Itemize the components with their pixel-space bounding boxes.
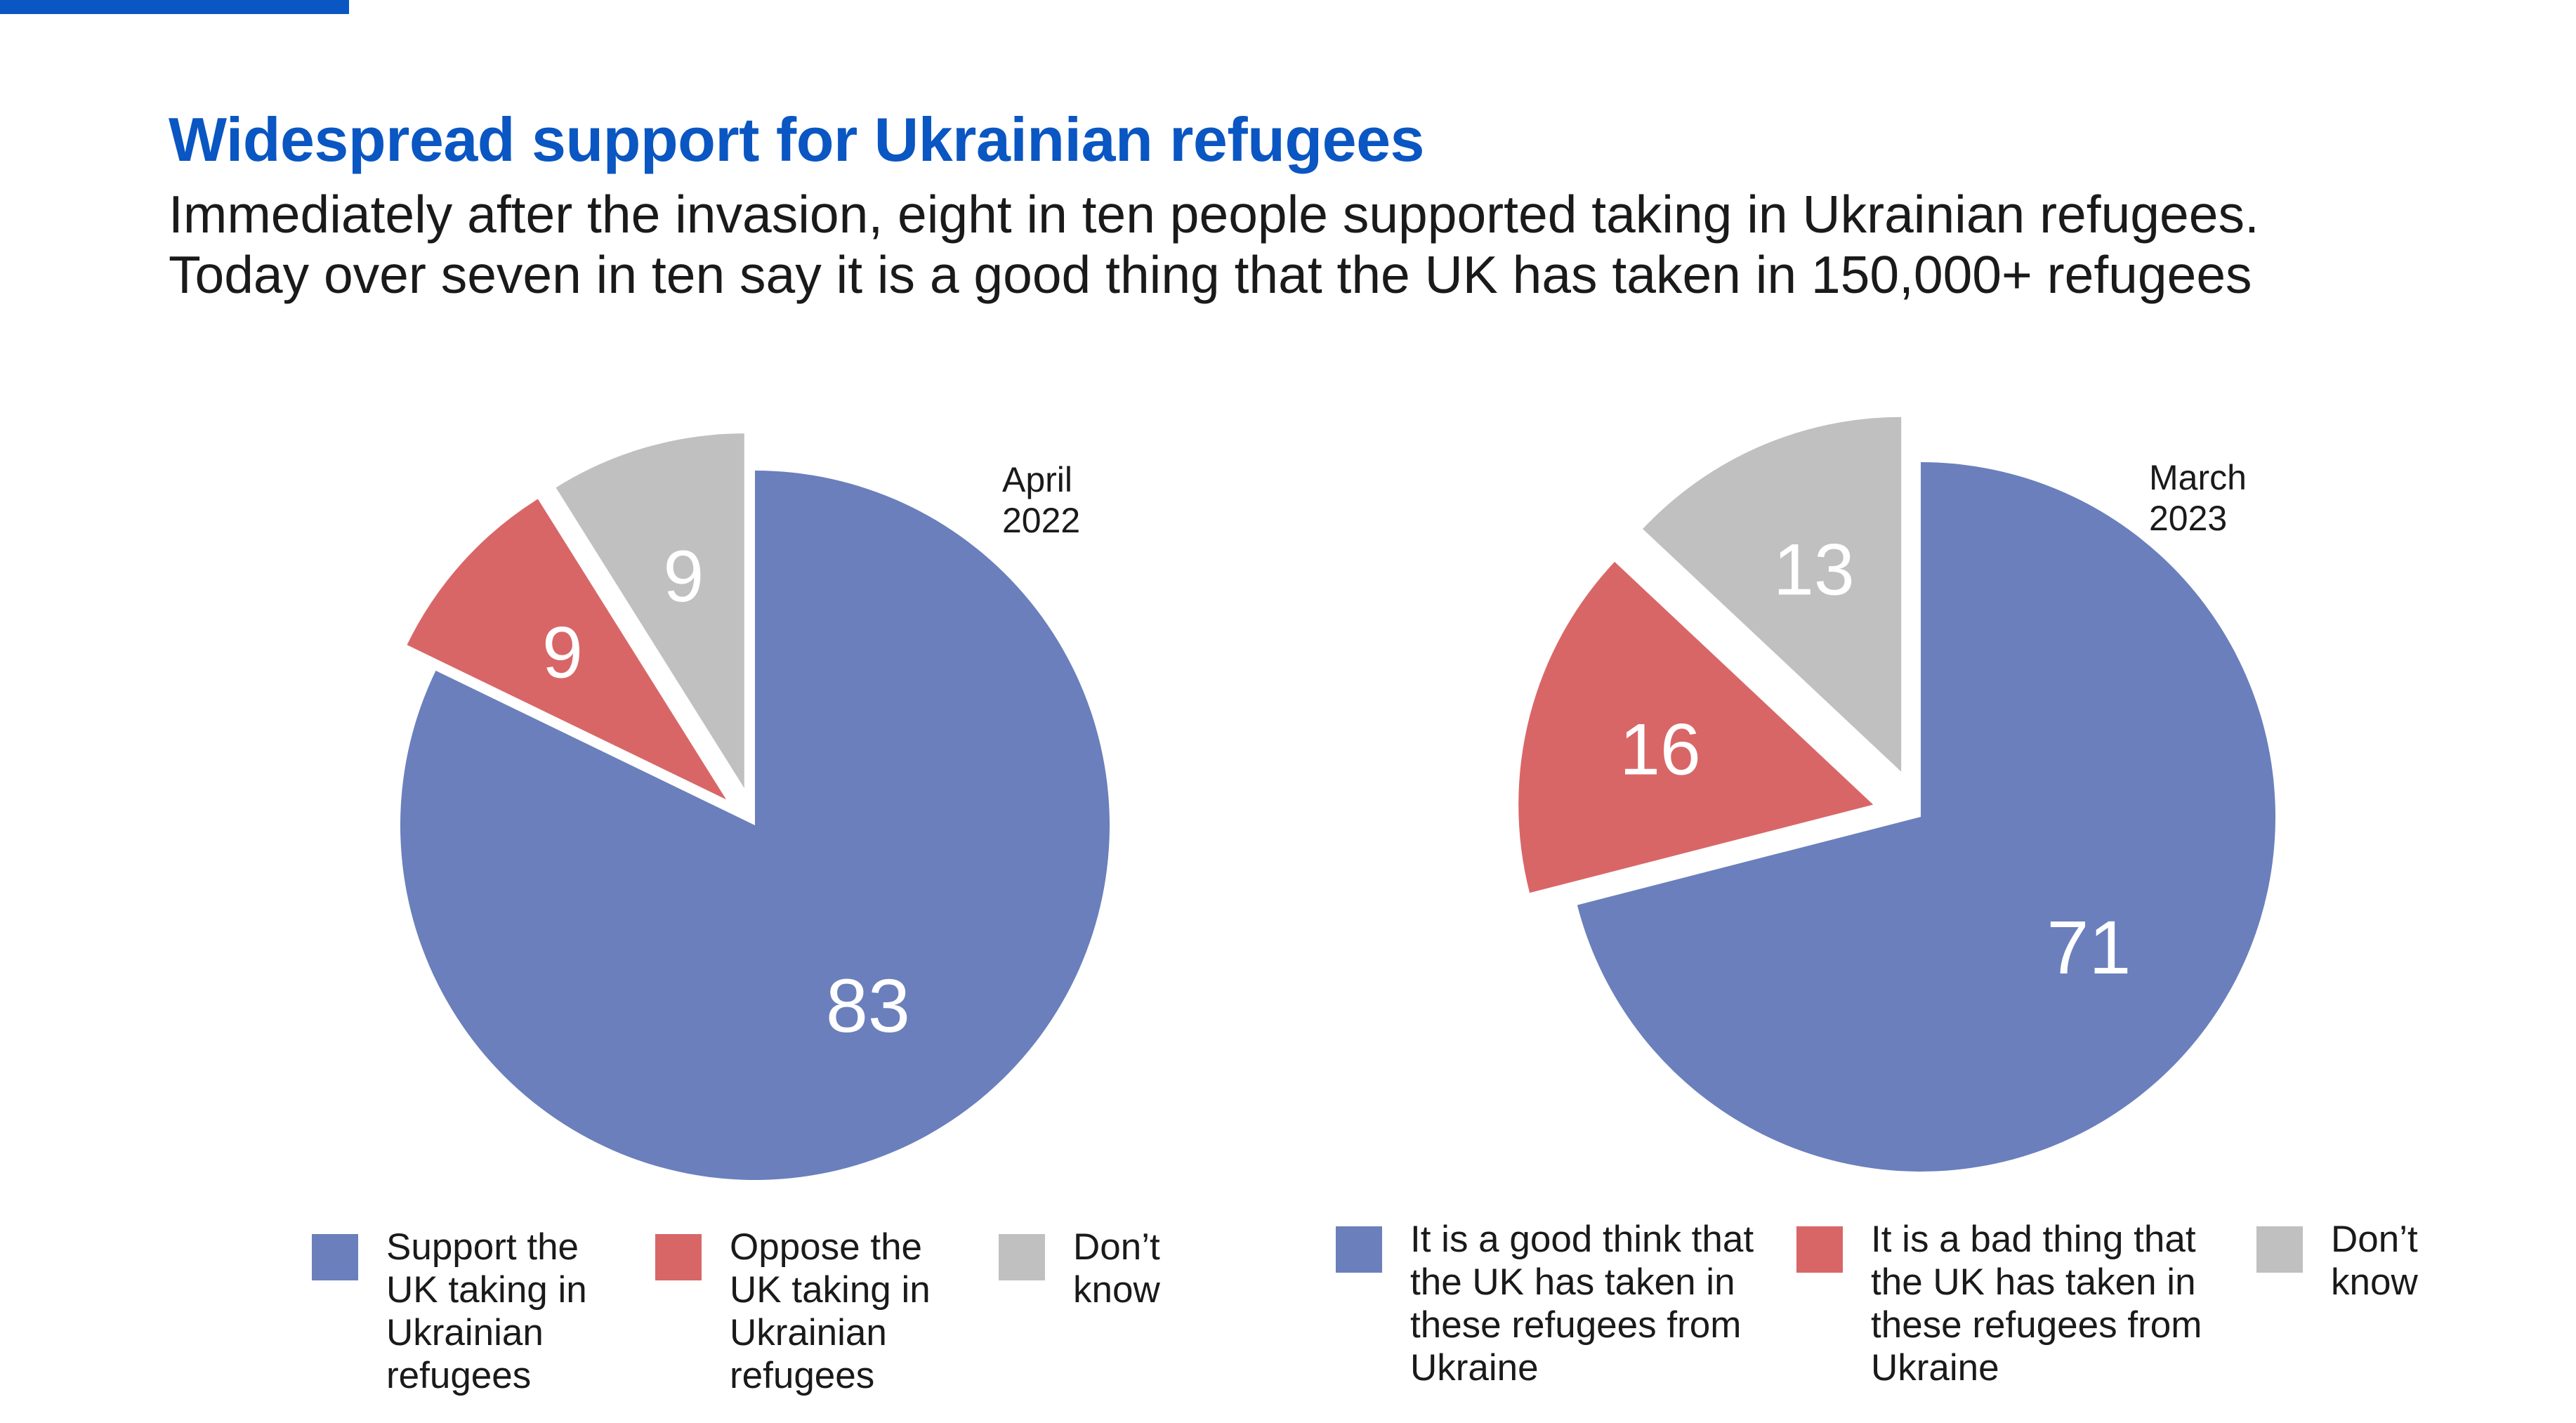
period-label: 2022 (1002, 501, 1080, 540)
legend-label: Don’t know (2331, 1219, 2418, 1303)
legend-label: Support the UK taking in Ukrainian refug… (386, 1226, 587, 1396)
chart-subtitle: Immediately after the invasion, eight in… (169, 184, 2259, 305)
pie-slice-2 (407, 499, 727, 800)
slice-value-label: 9 (542, 612, 583, 693)
pie-slice-1 (1577, 462, 2275, 1172)
pie-slice-2 (1518, 561, 1874, 893)
subtitle-line-2: Today over seven in ten say it is a good… (169, 245, 2252, 304)
legend-label: It is a bad thing that the UK has taken … (1871, 1219, 2202, 1389)
slice-value-label: 71 (2046, 905, 2131, 990)
legend-label: Oppose the UK taking in Ukrainian refuge… (730, 1226, 931, 1396)
slice-value-label: 16 (1619, 709, 1701, 791)
legend-swatch (2256, 1226, 2303, 1273)
legend-item: It is a bad thing that the UK has taken … (1796, 1218, 2202, 1389)
legend-swatch (1336, 1226, 1382, 1273)
slice-value-label: 13 (1773, 529, 1855, 610)
slice-value-label: 83 (826, 963, 910, 1048)
legend-item: Oppose the UK taking in Ukrainian refuge… (655, 1226, 931, 1397)
legend-item: Don’t know (999, 1226, 1160, 1311)
chart-title: Widespread support for Ukrainian refugee… (169, 105, 1424, 174)
subtitle-line-1: Immediately after the invasion, eight in… (169, 185, 2259, 244)
legend-item: Don’t know (2256, 1218, 2418, 1304)
pie-slice-1 (400, 471, 1110, 1180)
top-accent-bar (0, 0, 349, 14)
period-label: March (2149, 458, 2247, 497)
legend-swatch (999, 1234, 1045, 1280)
legend-item: Support the UK taking in Ukrainian refug… (312, 1226, 587, 1397)
legend-label: Don’t know (1073, 1226, 1160, 1311)
period-label: 2023 (2149, 499, 2227, 538)
legend-item: It is a good think that the UK has taken… (1336, 1218, 1754, 1389)
legend-swatch (312, 1234, 358, 1280)
pie-slice-3 (1643, 417, 1902, 772)
slice-value-label: 9 (663, 536, 704, 617)
legend-swatch (655, 1234, 702, 1280)
legend-label: It is a good think that the UK has taken… (1410, 1219, 1754, 1389)
period-label: April (1002, 460, 1072, 499)
pie-slice-3 (556, 433, 744, 789)
legend-swatch (1796, 1226, 1843, 1273)
